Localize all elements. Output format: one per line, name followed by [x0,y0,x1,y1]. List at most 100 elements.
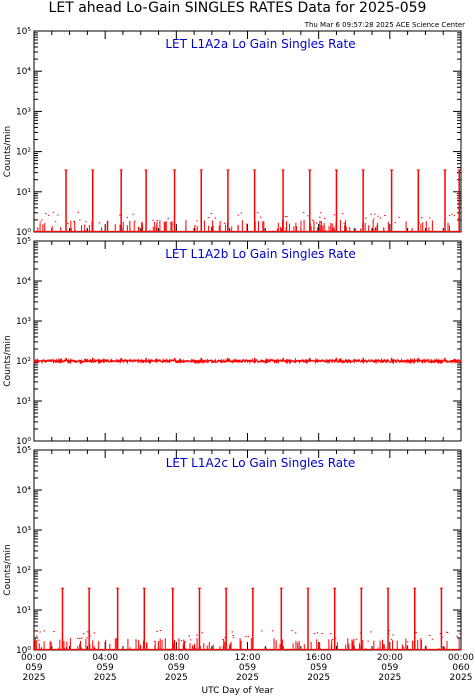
y-tick-label: 10¹ [16,188,31,198]
plot-frame [33,240,462,442]
y-tick-label: 10⁵ [16,237,31,247]
data-point [406,641,409,643]
data-point [261,630,263,632]
data-point [153,640,156,642]
data-point [47,214,50,216]
data-point [284,216,287,218]
data-point [365,217,367,219]
figure-title: LET ahead Lo-Gain SINGLES RATES Data for… [48,0,427,16]
data-point [333,214,335,216]
y-axis-label: Counts/min [3,335,13,386]
data-point [286,215,288,217]
x-tick-label: 059 [25,663,42,673]
data-point [446,632,449,634]
data-point [331,639,334,641]
x-tick-label: 059 [97,663,114,673]
x-tick-label: 2025 [23,673,46,683]
data-point [80,637,83,639]
x-tick-label: 2025 [378,673,401,683]
data-point [291,630,293,632]
y-tick-label: 10⁵ [16,27,31,37]
data-point [307,215,309,217]
data-point [247,636,250,638]
data-point [170,221,172,223]
data-point [73,220,75,222]
data-point [37,639,40,641]
data-point [256,212,259,214]
data-point [302,211,305,213]
x-tick-label: 2025 [165,673,188,683]
data-point [86,637,88,639]
y-tick-label: 10² [16,566,31,576]
data-point [34,630,37,632]
x-tick-label: 20:00 [377,653,403,663]
data-point [343,222,345,224]
y-tick-label: 10⁴ [16,486,31,496]
data-point [355,638,358,640]
plot-frame [33,449,462,651]
data-point [52,211,55,213]
data-line [33,357,462,365]
x-tick-label: 2025 [450,673,473,683]
data-point [119,214,121,216]
series-counts [34,587,461,651]
data-point [35,635,38,637]
data-point [66,223,69,225]
data-point [453,215,456,217]
data-point [321,632,323,634]
x-tick-label: 16:00 [306,653,332,663]
data-point [132,213,135,215]
data-point [188,635,190,637]
data-point [240,212,243,214]
data-point [39,221,42,223]
data-point [377,215,379,217]
data-point [456,635,458,637]
data-point [41,219,43,221]
data-point [79,219,81,221]
data-point [39,631,41,633]
data-point [237,214,240,216]
data-point [231,631,234,633]
data-point [53,631,55,633]
generation-timestamp: Thu Mar 6 09:57:28 2025 ACE Science Cent… [304,21,465,29]
data-point [207,217,210,219]
y-tick-label: 10⁰ [16,646,31,656]
x-tick-label: 04:00 [92,653,118,663]
data-point [56,214,59,216]
data-point [232,635,234,637]
data-point [313,633,316,635]
data-point [126,216,129,218]
data-point [415,631,417,633]
panel-title: LET L1A2b Lo Gain Singles Rate [165,247,356,261]
x-tick-label: 060 [452,663,469,673]
data-point [210,212,213,214]
data-point [451,213,453,215]
y-tick-label: 10² [16,148,31,158]
data-point [330,633,332,635]
series-counts [33,357,462,365]
data-point [316,222,318,224]
data-point [394,222,397,224]
data-point [398,216,400,218]
panel-title: LET L1A2c Lo Gain Singles Rate [166,456,356,470]
x-tick-label: 2025 [307,673,330,683]
x-tick-label: 2025 [236,673,259,683]
data-point [222,639,224,641]
y-tick-label: 10³ [16,317,31,327]
data-point [294,632,297,634]
y-tick-label: 10³ [16,107,31,117]
data-point [214,217,217,219]
data-point [312,219,314,221]
y-tick-label: 10² [16,357,31,367]
data-point [196,220,198,222]
data-point [323,217,326,219]
data-point [201,632,204,634]
data-point [370,631,372,633]
data-point [232,637,235,639]
data-point [458,633,461,635]
data-point [431,638,434,640]
y-tick-label: 10¹ [16,606,31,616]
data-point [196,634,198,636]
data-point [384,215,386,217]
